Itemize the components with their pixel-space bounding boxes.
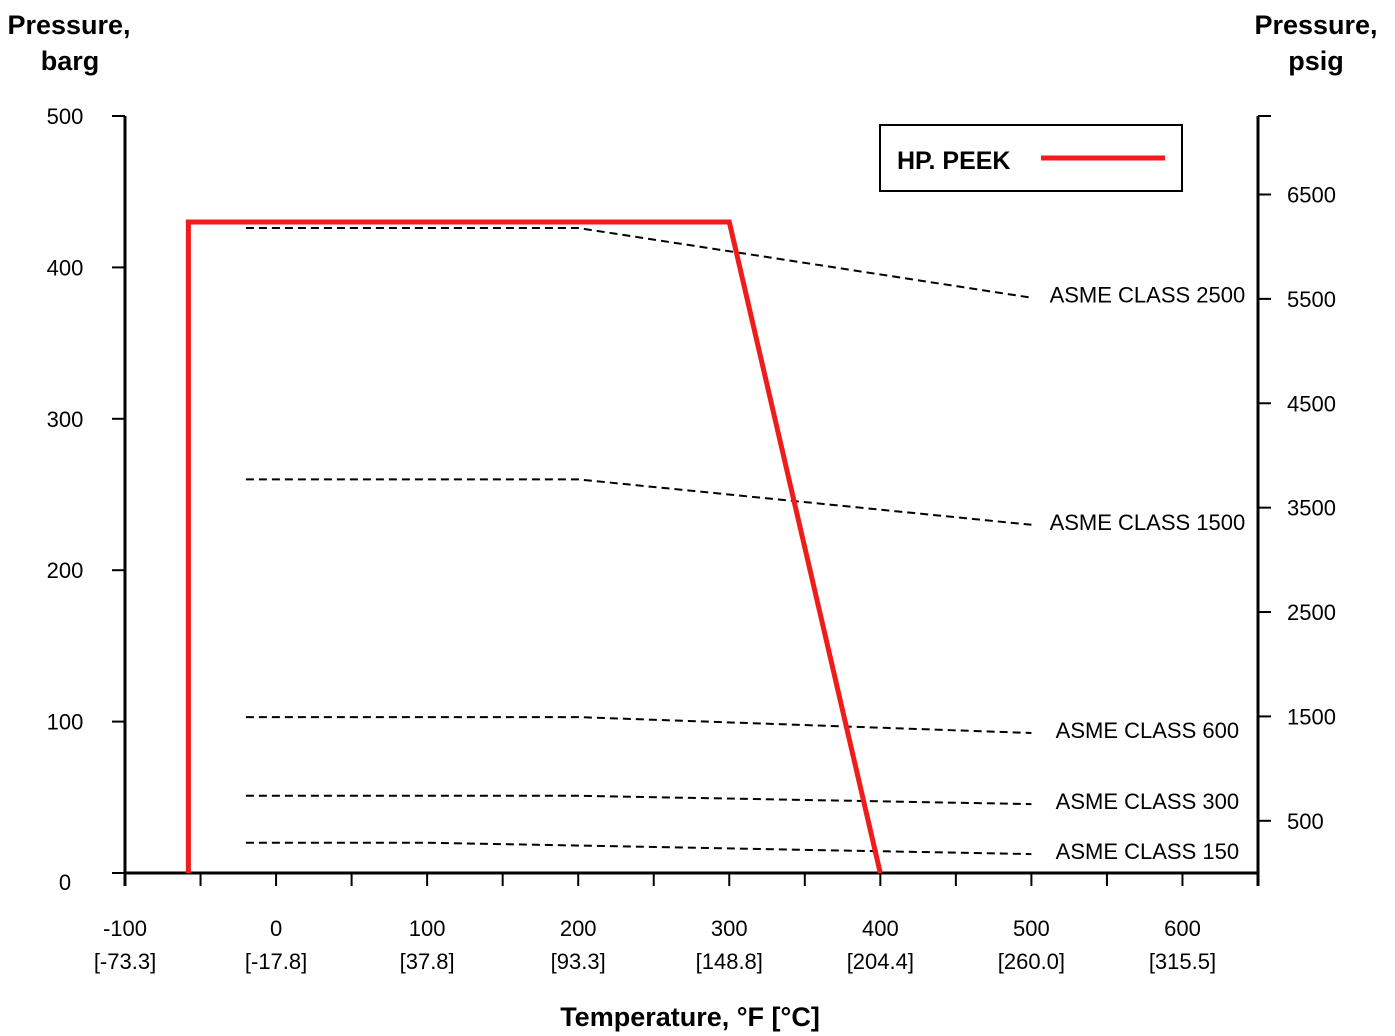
asme-class-150-line xyxy=(245,841,1032,856)
asme-class-150-label: ASME CLASS 150 xyxy=(1056,839,1239,864)
asme-class-2500-line xyxy=(245,227,1032,299)
series-lines xyxy=(185,219,1032,874)
x-tick-label-celsius: [-73.3] xyxy=(94,949,156,974)
x-tick-label-celsius: [315.5] xyxy=(1149,949,1216,974)
asme-class-300-line xyxy=(245,794,1032,806)
left-y-tick-label: 300 xyxy=(47,407,84,432)
asme-class-300-label: ASME CLASS 300 xyxy=(1056,789,1239,814)
left-y-tick-label: 100 xyxy=(47,710,84,735)
x-tick-label-fahrenheit: 300 xyxy=(711,916,748,941)
hp-peek-line xyxy=(185,219,883,874)
right-y-tick-label: 4500 xyxy=(1287,391,1336,416)
asme-class-1500-line xyxy=(245,478,1032,526)
x-axis-title: Temperature, °F [°C] xyxy=(560,1002,820,1032)
x-tick-label-fahrenheit: 0 xyxy=(270,916,282,941)
x-tick-label-fahrenheit: 100 xyxy=(409,916,446,941)
x-tick-label-celsius: [93.3] xyxy=(551,949,606,974)
right-y-tick-label: 1500 xyxy=(1287,704,1336,729)
left-y-tick-label: 0 xyxy=(59,870,71,895)
asme-class-600-label: ASME CLASS 600 xyxy=(1056,718,1239,743)
right-y-tick-label: 6500 xyxy=(1287,182,1336,207)
asme-class-600-line xyxy=(245,716,1032,734)
asme-class-1500-label: ASME CLASS 1500 xyxy=(1050,510,1246,535)
x-tick-label-fahrenheit: 600 xyxy=(1164,916,1201,941)
legend: HP. PEEK xyxy=(879,124,1183,192)
left-axis-title-line-1: Pressure, xyxy=(7,10,130,40)
left-axis-title-line-2: barg xyxy=(41,46,100,76)
x-tick-label-celsius: [148.8] xyxy=(696,949,763,974)
x-tick-label-celsius: [-17.8] xyxy=(245,949,307,974)
x-tick-label-fahrenheit: 500 xyxy=(1013,916,1050,941)
right-y-tick-label: 2500 xyxy=(1287,600,1336,625)
left-y-tick-label: 400 xyxy=(47,255,84,280)
asme-class-2500-label: ASME CLASS 2500 xyxy=(1050,283,1246,308)
x-tick-label-celsius: [204.4] xyxy=(847,949,914,974)
right-y-tick-label: 500 xyxy=(1287,809,1324,834)
legend-label: HP. PEEK xyxy=(897,147,1010,175)
right-axis-title-line-1: Pressure, xyxy=(1254,10,1377,40)
x-tick-label-fahrenheit: 400 xyxy=(862,916,899,941)
x-tick-label-celsius: [260.0] xyxy=(998,949,1065,974)
x-tick-label-fahrenheit: 200 xyxy=(560,916,597,941)
right-y-tick-label: 3500 xyxy=(1287,496,1336,521)
left-y-tick-label: 200 xyxy=(47,558,84,583)
right-axis-title-line-2: psig xyxy=(1288,46,1344,76)
chart-labels: -100 [-73.3] 0 [-17.8] 100 [37.8] 200 [93.3] 300… xyxy=(47,104,1336,974)
x-tick-label-fahrenheit: -100 xyxy=(103,916,147,941)
axes xyxy=(112,115,1271,886)
left-y-tick-label: 500 xyxy=(47,104,84,129)
right-y-tick-label: 5500 xyxy=(1287,287,1336,312)
x-tick-label-celsius: [37.8] xyxy=(400,949,455,974)
